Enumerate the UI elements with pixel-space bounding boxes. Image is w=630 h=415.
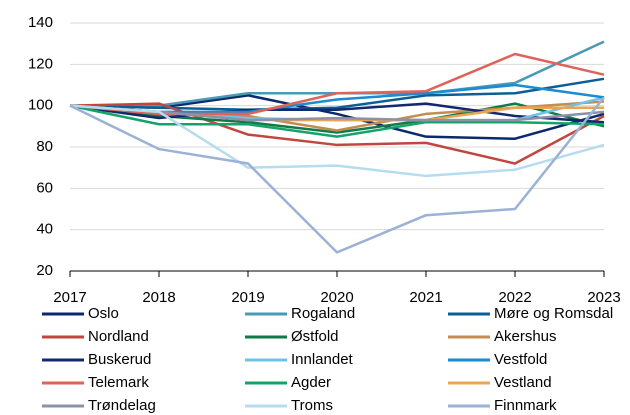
legend-label: Østfold [291, 328, 339, 345]
legend-label: Rogaland [291, 305, 355, 322]
legend-label: Nordland [88, 328, 149, 345]
legend-label: Buskerud [88, 351, 151, 368]
x-tick-label: 2020 [320, 289, 353, 306]
legend-label: Vestfold [494, 351, 547, 368]
legend-label: Oslo [88, 305, 119, 322]
line [69, 104, 605, 178]
y-tick-label: 60 [36, 179, 53, 196]
legend-label: Telemark [88, 374, 149, 391]
x-tick-label: 2021 [409, 289, 442, 306]
y-tick-label: 80 [36, 138, 53, 155]
legend-label: Agder [291, 374, 331, 391]
y-tick-label: 140 [28, 14, 53, 31]
legend-label: Trøndelag [88, 397, 156, 414]
line [69, 52, 605, 116]
line [69, 102, 605, 124]
y-tick-label: 100 [28, 97, 53, 114]
legend-label: Akershus [494, 328, 557, 345]
x-tick-label: 2019 [231, 289, 264, 306]
x-tick-label: 2018 [142, 289, 175, 306]
line [70, 40, 605, 107]
line [69, 96, 605, 254]
line [69, 102, 605, 165]
legend-label: Troms [291, 397, 333, 414]
y-tick-label: 40 [36, 221, 53, 238]
line [69, 102, 605, 134]
x-tick-label: 2017 [53, 289, 86, 306]
legend-label: Finnmark [494, 397, 557, 414]
x-tick-label: 2022 [498, 289, 531, 306]
legend-label: Vestland [494, 374, 552, 391]
line [69, 77, 605, 112]
legend-label: Innlandet [291, 351, 354, 368]
y-tick-label: 20 [36, 262, 53, 279]
line [69, 104, 605, 138]
legend-label: Møre og Romsdal [494, 305, 613, 322]
y-tick-label: 120 [28, 55, 53, 72]
x-tick-label: 2023 [587, 289, 620, 306]
